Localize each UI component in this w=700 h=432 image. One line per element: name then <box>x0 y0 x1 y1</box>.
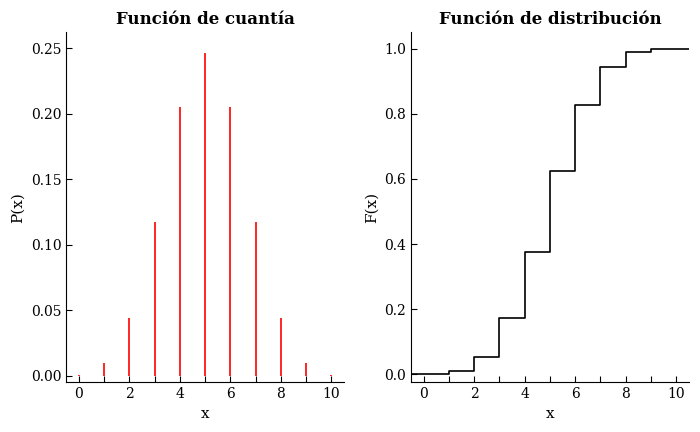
Title: Función de distribución: Función de distribución <box>439 11 662 28</box>
X-axis label: x: x <box>201 407 209 421</box>
X-axis label: x: x <box>546 407 554 421</box>
Y-axis label: F(x): F(x) <box>365 192 379 223</box>
Y-axis label: P(x): P(x) <box>11 192 25 223</box>
Title: Función de cuantía: Función de cuantía <box>116 11 295 28</box>
